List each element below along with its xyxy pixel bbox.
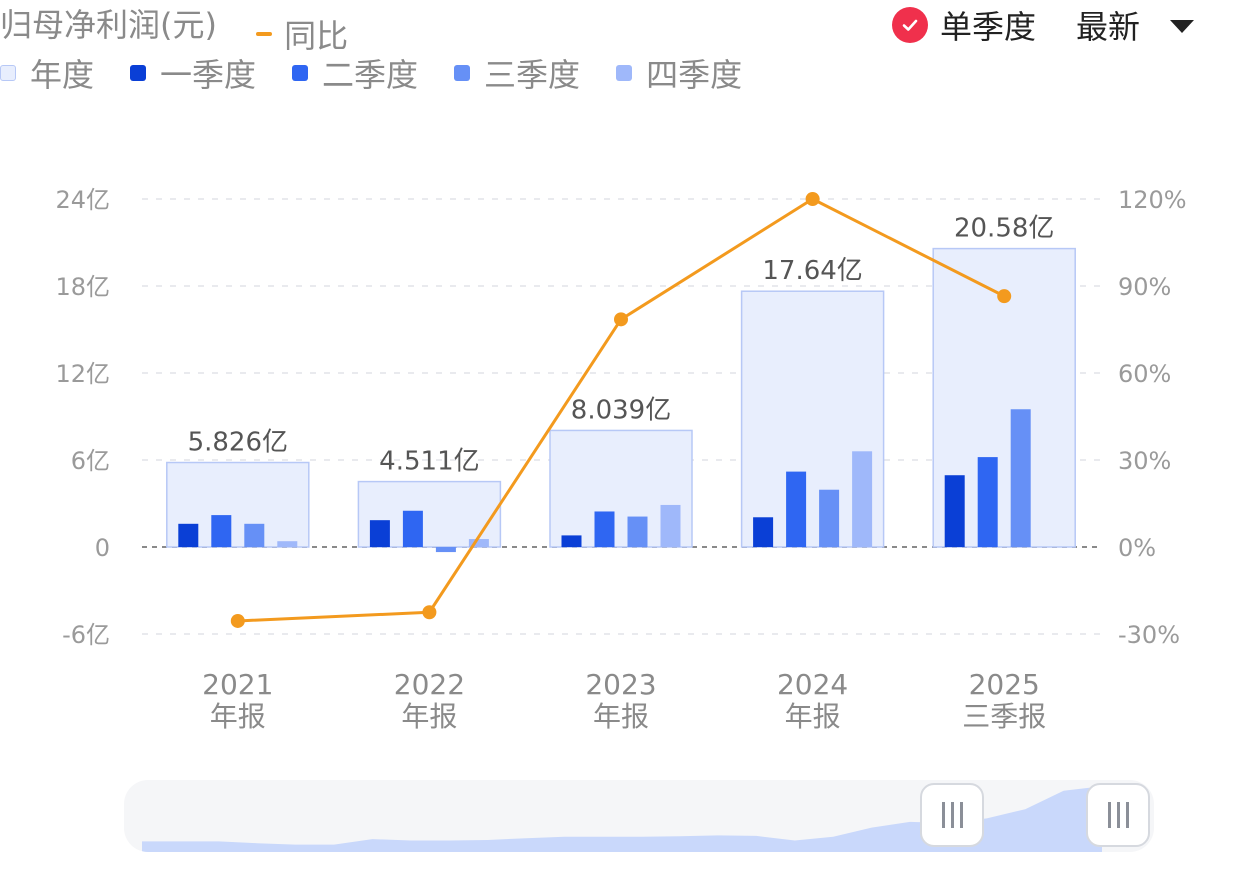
- dropdown-triangle-icon: [1170, 19, 1194, 33]
- latest-dropdown[interactable]: 最新: [1076, 2, 1194, 48]
- quarter-bar-q2: [786, 471, 807, 547]
- category-period-label: 年报: [593, 700, 649, 733]
- overview-area: [142, 786, 1102, 852]
- category-year-label: 2025: [969, 668, 1040, 701]
- grip-line: [959, 802, 963, 828]
- grip-line: [941, 802, 945, 828]
- quarter-bar-q1: [944, 475, 965, 547]
- grip-line: [1125, 802, 1129, 828]
- quarter-bar-q3: [1010, 409, 1031, 547]
- quarter-bar-q3: [244, 523, 265, 547]
- overview-area-chart: [142, 786, 1102, 852]
- quarter-bar-q2: [402, 510, 423, 547]
- legend-label: 三季度: [484, 56, 581, 94]
- right-axis-tick: -30%: [1118, 621, 1180, 649]
- quarter-bar-q1: [178, 523, 199, 547]
- right-axis-tick: 0%: [1118, 534, 1156, 562]
- grip-line: [950, 802, 954, 828]
- yoy-point: [422, 605, 437, 620]
- category-year-label: 2024: [777, 668, 848, 701]
- yoy-point: [997, 289, 1012, 304]
- quarter-bar-q3: [627, 516, 648, 547]
- legend-yoy-label: 同比: [284, 17, 349, 55]
- yoy-point: [230, 613, 245, 628]
- grip-line: [1107, 802, 1111, 828]
- series-legend: 年度 一季度 二季度 三季度 四季度: [0, 50, 1242, 100]
- quarter-bar-q4: [660, 504, 681, 547]
- right-axis-tick: 90%: [1118, 273, 1171, 301]
- legend-label: 一季度: [160, 56, 257, 94]
- chart-area: 24亿 120% 18亿 90% 12亿 60% 6亿 30% 0 0% -6亿 -30% 5.826亿…: [55, 186, 1187, 733]
- range-slider-left-handle[interactable]: [920, 783, 984, 847]
- right-axis-tick: 60%: [1118, 360, 1171, 388]
- legend-item-1[interactable]: 一季度: [130, 50, 256, 96]
- quarter-bar-q1: [561, 535, 582, 547]
- legend-swatch: [130, 65, 147, 81]
- legend-swatch: [616, 65, 633, 81]
- yoy-point: [614, 312, 628, 327]
- quarter-bar-q4: [468, 539, 489, 547]
- legend-label: 二季度: [322, 56, 419, 94]
- left-axis-tick: 0: [95, 534, 110, 562]
- left-axis-tick: 24亿: [55, 186, 110, 214]
- grip-line: [1116, 802, 1120, 828]
- category-year-label: 2021: [202, 668, 273, 701]
- legend-item-3[interactable]: 三季度: [454, 50, 580, 96]
- quarter-bar-q1: [753, 517, 774, 547]
- annual-value-label: 8.039亿: [571, 395, 671, 425]
- latest-dropdown-label: 最新: [1075, 8, 1140, 46]
- quarter-bar-q4: [852, 451, 873, 547]
- category-year-label: 2022: [394, 668, 465, 701]
- annual-value-label: 4.511亿: [379, 447, 479, 477]
- legend-swatch: [454, 65, 471, 81]
- right-axis-tick: 120%: [1118, 186, 1187, 214]
- annual-value-label: 5.826亿: [188, 428, 288, 458]
- legend-header: 归母净利润(元) 同比 单季度 最新: [0, 0, 1194, 55]
- yoy-point: [805, 192, 820, 206]
- left-axis-tick: -6亿: [62, 621, 110, 649]
- range-slider-track[interactable]: [124, 780, 1154, 852]
- legend-swatch: [292, 65, 309, 81]
- quarter-bar-q2: [594, 511, 615, 547]
- right-axis-tick: 30%: [1118, 447, 1171, 475]
- legend-label: 年度: [30, 56, 95, 94]
- annual-value-label: 20.58亿: [954, 214, 1054, 244]
- category-period-label: 三季报: [962, 700, 1046, 733]
- left-axis-tick: 6亿: [71, 447, 110, 475]
- category-period-label: 年报: [210, 700, 266, 733]
- chart-title: 归母净利润(元): [0, 6, 217, 44]
- category-period-label: 年报: [785, 700, 841, 733]
- range-slider-right-handle[interactable]: [1086, 783, 1150, 847]
- annual-value-label: 17.64亿: [762, 256, 862, 286]
- legend-label: 四季度: [646, 56, 743, 94]
- checked-circle-icon[interactable]: [891, 7, 928, 43]
- quarter-bar-q3: [819, 489, 840, 547]
- legend-swatch: [0, 65, 16, 81]
- category-period-label: 年报: [401, 700, 457, 733]
- single-quarter-toggle-label[interactable]: 单季度: [939, 8, 1036, 46]
- legend-item-4[interactable]: 四季度: [616, 50, 742, 96]
- quarter-bar-q3: [435, 547, 456, 553]
- yoy-line-swatch: [256, 32, 273, 36]
- left-axis-tick: 12亿: [55, 360, 110, 388]
- legend-item-2[interactable]: 二季度: [292, 50, 418, 96]
- legend-item-0[interactable]: 年度: [0, 50, 94, 96]
- quarter-bar-q2: [211, 515, 232, 547]
- category-year-label: 2023: [585, 668, 656, 701]
- chart-controls: 单季度 最新: [891, 0, 1194, 50]
- quarter-bar-q1: [369, 520, 390, 547]
- left-axis-tick: 18亿: [55, 273, 110, 301]
- quarter-bar-q2: [977, 457, 998, 547]
- legend-yoy[interactable]: 同比: [256, 11, 348, 57]
- quarter-bar-q4: [277, 541, 298, 547]
